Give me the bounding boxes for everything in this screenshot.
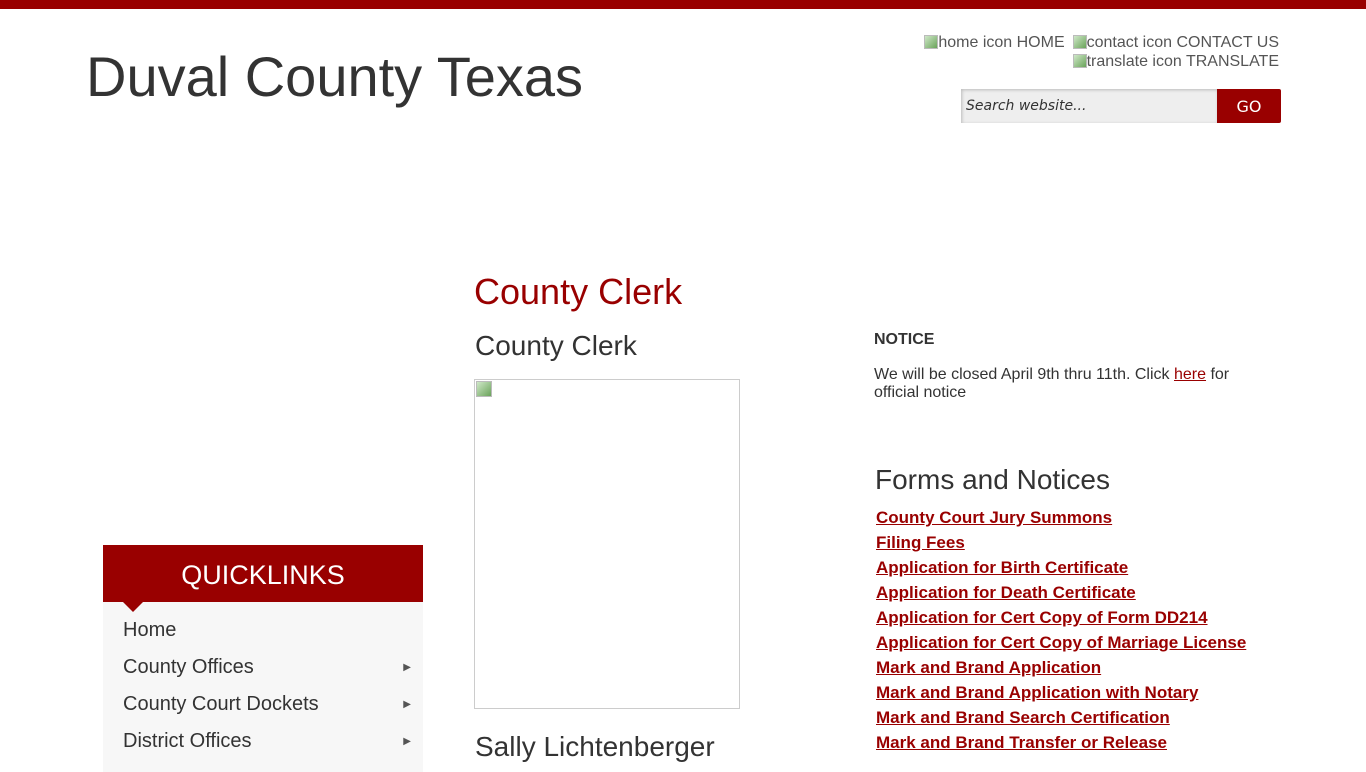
top-accent-bar: [0, 0, 1366, 9]
translate-icon: [1072, 54, 1087, 68]
translate-link[interactable]: translate icon TRANSLATE: [1072, 53, 1279, 70]
form-link[interactable]: Mark and Brand Transfer or Release: [876, 733, 1168, 752]
clerk-photo: [474, 379, 740, 709]
official-name: Sally Lichtenberger: [475, 731, 715, 762]
contact-link[interactable]: contact icon CONTACT US: [1072, 34, 1279, 51]
page-title: County Clerk: [474, 271, 683, 312]
quicklink-county-court-dockets[interactable]: County Court Dockets ▶: [103, 686, 423, 723]
top-links: home icon HOME contact icon CONTACT US tr…: [916, 33, 1279, 71]
form-link[interactable]: Filing Fees: [876, 533, 965, 552]
form-link[interactable]: Application for Death Certificate: [876, 583, 1136, 602]
home-link[interactable]: home icon HOME: [924, 34, 1065, 51]
home-icon: [924, 35, 939, 49]
form-link[interactable]: Mark and Brand Search Certification: [876, 708, 1170, 727]
form-link[interactable]: Application for Cert Copy of Marriage Li…: [876, 633, 1247, 652]
broken-image-icon: [476, 381, 492, 397]
form-link[interactable]: Application for Cert Copy of Form DD214: [876, 608, 1208, 627]
site-title[interactable]: Duval County Texas: [86, 45, 583, 108]
notice-here-link[interactable]: here: [1173, 366, 1207, 383]
contact-icon: [1072, 35, 1087, 49]
forms-heading: Forms and Notices: [875, 464, 1110, 495]
notice-block: NOTICE We will be closed April 9th thru …: [874, 331, 1254, 402]
caret-right-icon: ▶: [403, 662, 411, 673]
notice-heading: NOTICE: [874, 331, 935, 348]
quicklinks-title: QUICKLINKS: [103, 545, 423, 612]
quicklinks-panel: QUICKLINKS Home County Offices ▶ County C…: [103, 545, 423, 772]
form-link[interactable]: Mark and Brand Application with Notary: [876, 683, 1199, 702]
quicklink-district-offices[interactable]: District Offices ▶: [103, 723, 423, 760]
caret-right-icon: ▶: [403, 736, 411, 747]
form-link[interactable]: County Court Jury Summons: [876, 508, 1113, 527]
notice-text: We will be closed April 9th thru 11th. C…: [874, 366, 1230, 401]
section-subtitle: County Clerk: [475, 330, 637, 361]
quicklink-county-offices[interactable]: County Offices ▶: [103, 649, 423, 686]
forms-and-notices: Forms and Notices County Court Jury Summ…: [875, 464, 1246, 758]
caret-right-icon: ▶: [403, 699, 411, 710]
quicklink-home[interactable]: Home: [123, 619, 177, 641]
search-form: GO: [961, 89, 1281, 123]
form-link[interactable]: Mark and Brand Application: [876, 658, 1102, 677]
form-link[interactable]: Application for Birth Certificate: [876, 558, 1129, 577]
go-button[interactable]: GO: [1217, 89, 1281, 123]
search-input[interactable]: [961, 89, 1217, 123]
